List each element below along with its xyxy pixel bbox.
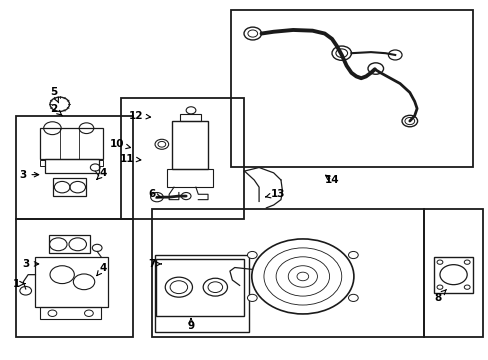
Text: 7: 7 — [148, 259, 161, 269]
Circle shape — [348, 251, 358, 258]
Text: 3: 3 — [19, 170, 39, 180]
Text: 13: 13 — [265, 189, 285, 199]
Text: 11: 11 — [120, 154, 141, 163]
Text: 8: 8 — [433, 289, 446, 303]
Circle shape — [247, 251, 257, 258]
Text: 1: 1 — [12, 279, 25, 289]
Text: 4: 4 — [97, 262, 107, 276]
Text: 10: 10 — [110, 139, 130, 149]
Text: 9: 9 — [187, 318, 194, 332]
Circle shape — [348, 294, 358, 301]
Text: 14: 14 — [324, 175, 339, 185]
Text: 12: 12 — [129, 111, 150, 121]
Text: 3: 3 — [22, 259, 39, 269]
Text: 5: 5 — [50, 87, 59, 103]
Text: 2: 2 — [50, 104, 62, 116]
Circle shape — [247, 294, 257, 301]
Text: 6: 6 — [148, 189, 161, 199]
Text: 4: 4 — [97, 168, 107, 179]
